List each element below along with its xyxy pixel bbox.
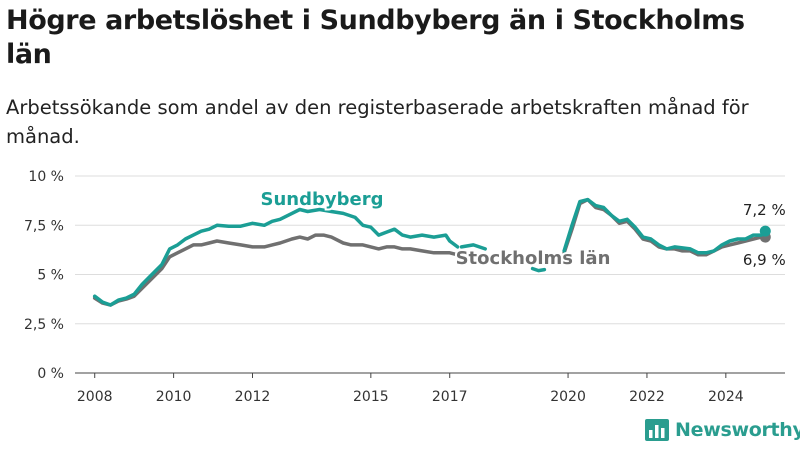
x-tick-label: 2020 — [550, 389, 586, 405]
x-tick-label: 2017 — [432, 389, 468, 405]
series-line-sundbyberg — [459, 243, 487, 251]
y-tick-label: 0 % — [37, 366, 64, 382]
logo-text: Newsworthy — [675, 419, 800, 441]
series-line-sundbyberg — [530, 266, 547, 273]
end-value-label-sundbyberg: 7,2 % — [743, 201, 786, 219]
chart-title: Högre arbetslöshet i Sundbyberg än i Sto… — [6, 5, 745, 70]
x-tick-label: 2015 — [353, 389, 389, 405]
x-tick-label: 2010 — [156, 389, 192, 405]
series-label-sundbyberg: Sundbyberg — [261, 189, 384, 210]
y-tick-label: 10 % — [28, 169, 64, 185]
bar-chart-logo-icon — [645, 419, 669, 441]
newsworthy-logo: Newsworthy — [645, 419, 800, 441]
end-value-label-stockholm: 6,9 % — [743, 251, 786, 269]
end-point-sundbyberg — [759, 225, 771, 237]
series-line-stockholm — [92, 233, 460, 307]
axes: 0 % 2,5 % 5 % 7,5 % 10 % 2008 2010 2012 2015 2017… — [24, 169, 744, 405]
y-tick-label: 5 % — [37, 268, 64, 284]
x-tick-label: 2008 — [77, 389, 113, 405]
series-label-stockholm: Stockholms län — [456, 248, 611, 269]
series-line-sundbyberg — [92, 207, 460, 307]
x-tick-label: 2022 — [629, 389, 665, 405]
series-labels: Sundbyberg Stockholms län 7,2 % 6,9 % — [259, 187, 786, 271]
x-tick-label: 2024 — [708, 389, 744, 405]
grid-lines — [75, 175, 785, 374]
y-tick-label: 7,5 % — [24, 218, 64, 234]
x-tick-label: 2012 — [235, 389, 271, 405]
series-line-sundbyberg — [562, 197, 768, 255]
y-tick-label: 2,5 % — [24, 317, 64, 333]
chart-subtitle: Arbetssökande som andel av den registerb… — [6, 96, 749, 148]
series-lines — [92, 197, 771, 307]
